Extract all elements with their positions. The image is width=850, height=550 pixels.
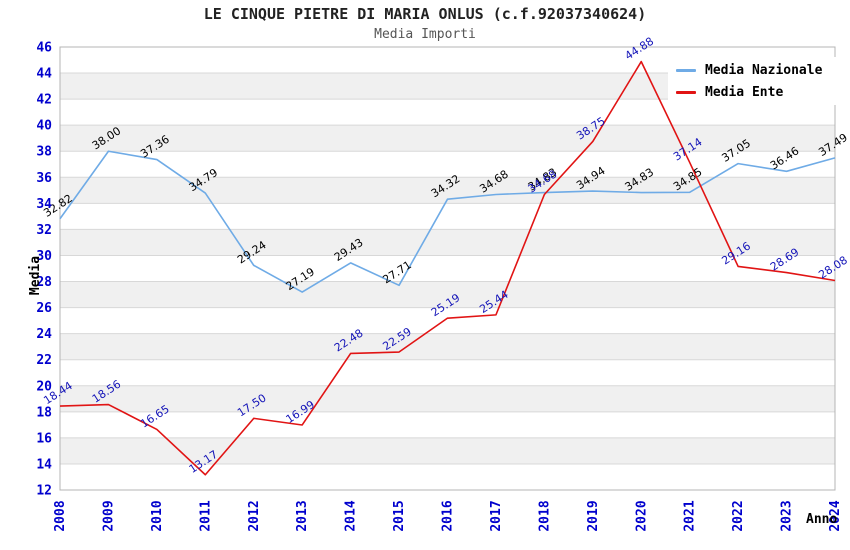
y-tick-label: 42 [36, 93, 52, 108]
y-tick-label: 12 [36, 484, 52, 499]
x-tick-label: 2009 [101, 500, 116, 531]
plot-stripe [60, 151, 835, 178]
y-tick-label: 44 [36, 67, 52, 82]
plot-stripe [60, 385, 835, 412]
x-tick-label: 2019 [586, 500, 601, 531]
x-tick-label: 2012 [247, 500, 262, 531]
plot-stripe [60, 125, 835, 152]
legend-label: Media Ente [705, 84, 784, 100]
plot-stripe [60, 255, 835, 282]
plot-stripe [60, 333, 835, 360]
x-tick-label: 2023 [780, 500, 795, 531]
y-tick-label: 34 [36, 197, 52, 212]
y-tick-label: 40 [36, 119, 52, 134]
y-tick-label: 22 [36, 353, 52, 368]
series-line-media-nazionale [59, 150, 836, 293]
chart-subtitle: Media Importi [374, 27, 476, 42]
y-tick-label: 20 [36, 379, 52, 394]
y-tick-label: 30 [36, 249, 52, 264]
legend-swatch-red-line-icon [676, 90, 696, 94]
plot-stripe [60, 281, 835, 308]
legend: Media Nazionale Media Ente [668, 57, 836, 105]
x-tick-label: 2021 [683, 500, 698, 531]
x-tick-label: 2015 [392, 500, 407, 531]
x-tick-label: 2013 [295, 500, 310, 531]
legend-item-media-ente: Media Ente [676, 85, 836, 100]
x-tick-label: 2017 [489, 500, 504, 531]
legend-swatch-blue-line-icon [676, 68, 696, 72]
plot-border [59, 46, 836, 491]
plot-stripe [60, 437, 835, 464]
y-tick-label: 38 [36, 145, 52, 160]
y-tick-label: 18 [36, 405, 52, 420]
series-line-media-ente [59, 60, 836, 476]
plot-stripe [60, 411, 835, 438]
x-tick-label: 2018 [537, 500, 552, 531]
y-tick-label: 32 [36, 223, 52, 238]
x-tick-label: 2010 [150, 500, 165, 531]
x-tick-label: 2008 [53, 500, 68, 531]
plot-stripe [60, 307, 835, 334]
y-axis-title: Media [28, 255, 44, 296]
x-tick-label: 2016 [441, 500, 456, 531]
x-tick-label: 2011 [198, 500, 213, 531]
x-axis-title: Anno [806, 512, 838, 527]
chart-title: LE CINQUE PIETRE DI MARIA ONLUS (c.f.920… [203, 5, 647, 23]
y-tick-label: 14 [36, 457, 52, 472]
plot-stripe [60, 359, 835, 386]
x-tick-label: 2024 [828, 500, 843, 531]
plot-stripe [60, 203, 835, 230]
y-tick-label: 36 [36, 171, 52, 186]
legend-label: Media Nazionale [705, 62, 823, 78]
y-tick-label: 24 [36, 327, 52, 342]
y-tick-label: 16 [36, 431, 52, 446]
x-tick-label: 2022 [731, 500, 746, 531]
plot-stripe [60, 229, 835, 256]
x-tick-label: 2014 [344, 500, 359, 531]
y-tick-label: 28 [36, 275, 52, 290]
y-tick-label: 26 [36, 301, 52, 316]
x-tick-label: 2020 [634, 500, 649, 531]
plot-stripe [60, 463, 835, 490]
legend-item-media-nazionale: Media Nazionale [676, 63, 836, 78]
y-tick-label: 46 [36, 41, 52, 56]
